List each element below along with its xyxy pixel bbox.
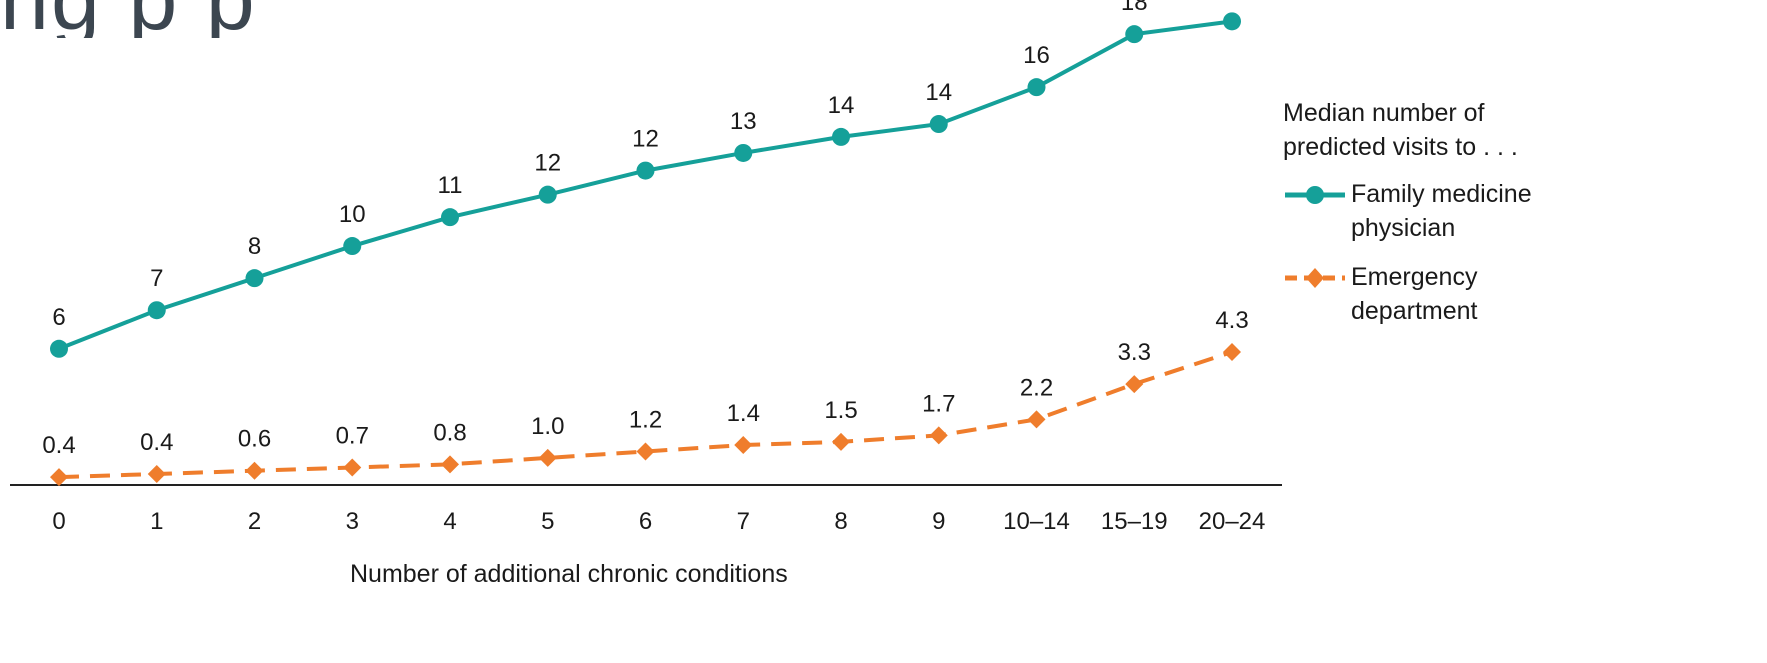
x-tick-label: 0: [52, 508, 65, 535]
x-tick-label: 15–19: [1101, 508, 1168, 535]
data-point: [734, 143, 753, 162]
data-point: [636, 442, 655, 461]
data-point: [343, 237, 362, 256]
x-tick-label: 8: [834, 508, 847, 535]
data-point: [147, 301, 166, 320]
data-label: 14: [828, 92, 855, 119]
data-label: 1.7: [922, 390, 955, 417]
data-label: 10: [339, 201, 366, 228]
legend-title: Median number of predicted visits to . .…: [1283, 99, 1518, 161]
data-label: 0.4: [140, 429, 173, 456]
data-label: 1.2: [629, 406, 662, 433]
data-label: 16: [1023, 42, 1050, 69]
x-tick-label: 2: [248, 508, 261, 535]
x-tick-label: 9: [932, 508, 945, 535]
x-tick-labels: 0 1 2 3 4 5 6 7 8 9 10–14 15–19 20–24: [52, 508, 1265, 535]
data-label: 0.7: [336, 423, 369, 450]
data-label: 11: [438, 172, 463, 199]
data-point: [832, 432, 850, 451]
data-label: 18: [1219, 0, 1246, 3]
data-label: 14: [925, 79, 952, 106]
x-tick-label: 10–14: [1003, 508, 1070, 535]
data-point: [1027, 410, 1046, 429]
legend-item-emergency: Emergency department: [1283, 260, 1583, 340]
data-label: 12: [534, 150, 561, 177]
data-label: 1.5: [824, 397, 857, 424]
data-label: 12: [632, 126, 659, 153]
data-point: [441, 208, 459, 227]
data-point: [636, 161, 655, 180]
data-point: [441, 455, 459, 474]
series-family-medicine: 6 7 8 10 11 12 12 13 14 14 16 18 18: [50, 0, 1245, 358]
page-title: ng p p: [0, 0, 257, 38]
legend-label-family-medicine: Family medicine physician: [1351, 180, 1532, 242]
series-layer: 6 7 8 10 11 12 12 13 14 14 16 18 18 0.4 0.4 0.6 0.7 0.8 1.…: [42, 0, 1249, 487]
x-tick-label: 6: [639, 508, 652, 535]
data-point: [929, 426, 948, 445]
data-point: [343, 458, 362, 477]
x-tick-label: 20–24: [1199, 508, 1266, 535]
data-label: 18: [1121, 0, 1148, 16]
legend-swatch-family-medicine: [1285, 186, 1345, 204]
legend-item-family-medicine: Family medicine physician: [1283, 177, 1583, 257]
data-label: 0.8: [433, 419, 466, 446]
data-label: 2.2: [1020, 374, 1053, 401]
series-emergency: 0.4 0.4 0.6 0.7 0.8 1.0 1.2 1.4 1.5 1.7 2.2 3.3 4.3: [42, 307, 1249, 487]
data-point: [734, 436, 753, 455]
legend-swatch-emergency: [1285, 268, 1345, 288]
data-point: [538, 448, 557, 467]
data-point: [832, 127, 850, 146]
data-point: [538, 185, 557, 204]
x-tick-label: 7: [737, 508, 750, 535]
data-point: [1125, 25, 1144, 44]
data-label: 4.3: [1215, 307, 1248, 334]
series-line: [58, 19, 1233, 351]
x-tick-label: 4: [443, 508, 456, 535]
data-point: [1223, 12, 1241, 31]
data-label: 1.0: [531, 413, 564, 440]
data-label: 6: [52, 304, 65, 331]
data-label: 0.6: [238, 426, 271, 453]
data-label: 8: [248, 233, 261, 260]
data-label: 7: [150, 265, 163, 292]
data-point: [1125, 375, 1144, 394]
data-point: [147, 464, 166, 483]
data-point: [245, 461, 264, 480]
data-label: 0.4: [42, 432, 75, 459]
x-tick-label: 1: [150, 508, 163, 535]
data-point: [1223, 342, 1241, 361]
data-label: 1.4: [727, 400, 760, 427]
data-point: [50, 468, 68, 487]
data-point: [929, 115, 948, 134]
legend-label-emergency: Emergency department: [1351, 263, 1478, 325]
data-label: 13: [730, 108, 757, 135]
data-label: 3.3: [1118, 339, 1151, 366]
data-point: [50, 339, 68, 358]
x-axis-title: Number of additional chronic conditions: [350, 560, 788, 588]
x-tick-label: 3: [346, 508, 359, 535]
x-tick-label: 5: [541, 508, 554, 535]
data-point: [245, 269, 264, 288]
data-point: [1027, 78, 1046, 97]
